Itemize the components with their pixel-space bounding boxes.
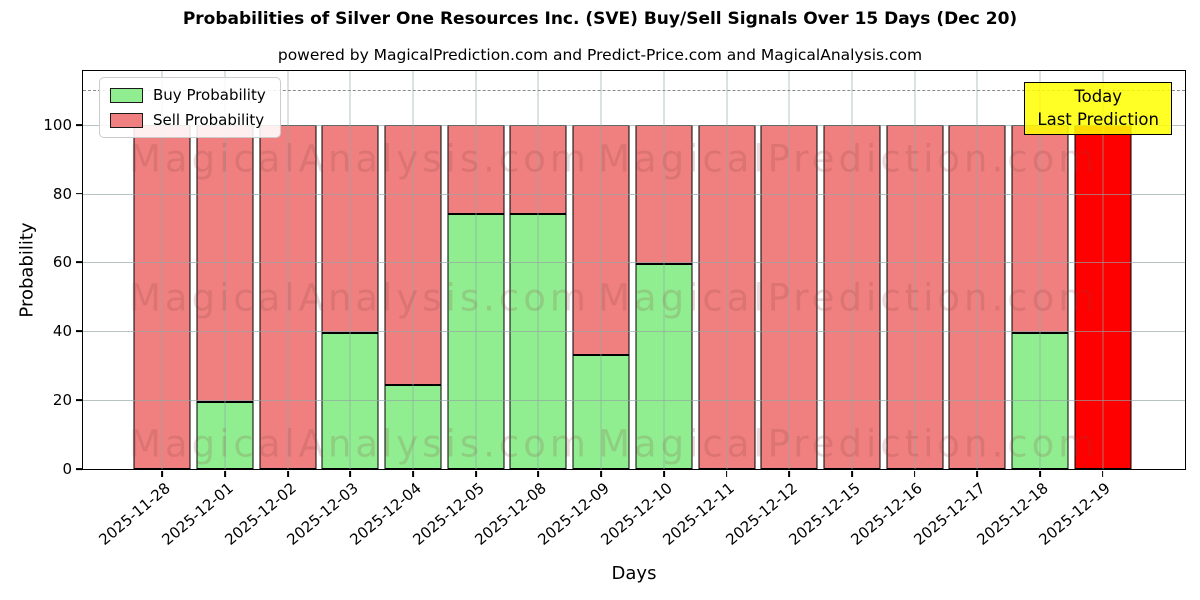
gridline-v	[914, 71, 916, 469]
annotation-line-1: Today	[1074, 87, 1123, 106]
watermark-text-left: MagicalAnalysis.com	[129, 276, 590, 320]
y-axis-label: Probability	[16, 222, 38, 318]
legend-label-buy: Buy Probability	[153, 86, 266, 104]
gridline-v	[161, 71, 163, 469]
watermark-text-right: MagicalPrediction.com	[598, 422, 1099, 466]
gridline-h	[83, 193, 1185, 195]
gridline-v	[475, 71, 477, 469]
legend-swatch-sell	[110, 112, 143, 128]
watermark-text-right: MagicalPrediction.com	[598, 276, 1099, 320]
gridline-v	[224, 71, 226, 469]
legend: Buy Probability Sell Probability	[99, 77, 281, 138]
watermark-text-right: MagicalPrediction.com	[598, 137, 1099, 181]
x-tick-mark	[161, 470, 164, 477]
legend-entry-sell: Sell Probability	[110, 111, 266, 129]
gridline-h	[83, 124, 1185, 126]
y-tick-label: 20	[52, 391, 72, 410]
gridline-v	[287, 71, 289, 469]
x-tick-mark	[976, 470, 979, 477]
bars-container: 2025-11-28 2025-12-01 2025-12-02 2025-12-03…	[96, 71, 1134, 549]
gridline-v	[976, 71, 978, 469]
legend-entry-buy: Buy Probability	[110, 86, 266, 104]
x-tick-mark	[537, 470, 540, 477]
y-tick-mark	[75, 399, 82, 402]
legend-swatch-buy	[110, 87, 143, 103]
y-tick-mark	[75, 330, 82, 333]
legend-label-sell: Sell Probability	[153, 111, 265, 129]
y-tick-label: 60	[52, 253, 72, 272]
gridline-v	[1039, 71, 1041, 469]
y-tick-mark	[75, 468, 82, 470]
x-tick-mark	[474, 470, 477, 477]
gridline-v	[663, 71, 665, 469]
y-tick-label: 80	[52, 184, 72, 203]
gridline-v	[788, 71, 790, 469]
x-tick-mark	[725, 470, 728, 477]
x-tick-mark	[600, 470, 603, 477]
x-tick-mark	[286, 470, 289, 477]
gridline-v	[537, 71, 539, 469]
x-tick-mark	[662, 470, 665, 477]
watermark-text-left: MagicalAnalysis.com	[129, 137, 590, 181]
x-tick-mark	[1101, 470, 1104, 477]
dashed-guide-line	[83, 90, 1185, 92]
gridline-v	[600, 71, 602, 469]
x-tick-mark	[913, 470, 916, 477]
gridline-h	[83, 262, 1185, 264]
chart-subtitle: powered by MagicalPrediction.com and Pre…	[277, 46, 923, 64]
annotation-line-2: Last Prediction	[1037, 110, 1159, 130]
gridline-v	[726, 71, 728, 469]
x-tick-mark	[1039, 470, 1041, 477]
y-tick-mark	[75, 261, 82, 264]
x-tick-mark	[412, 470, 414, 477]
y-tick-label: 40	[52, 322, 72, 341]
y-tick-label: 100	[43, 115, 72, 134]
y-tick-mark	[75, 123, 82, 126]
y-tick-mark	[75, 192, 82, 195]
x-axis-label: Days	[611, 563, 657, 584]
gridline-h	[83, 331, 1185, 333]
y-tick-label: 0	[62, 460, 72, 478]
watermark-text-left: MagicalAnalysis.com	[129, 422, 590, 466]
x-tick-mark	[224, 470, 226, 477]
today-annotation: Today Last Prediction	[1024, 82, 1172, 135]
x-tick-mark	[851, 470, 853, 477]
gridline-v	[851, 71, 853, 469]
chart-title: Probabilities of Silver One Resources In…	[182, 9, 1018, 29]
x-tick-mark	[788, 470, 791, 477]
gridline-h	[83, 400, 1185, 402]
x-tick-mark	[349, 470, 352, 477]
gridline-v	[1102, 71, 1104, 469]
plot-area: 2025-11-28 2025-12-01 2025-12-02 2025-12-03…	[43, 70, 1186, 549]
gridline-v	[412, 71, 414, 469]
gridline-v	[349, 71, 351, 469]
